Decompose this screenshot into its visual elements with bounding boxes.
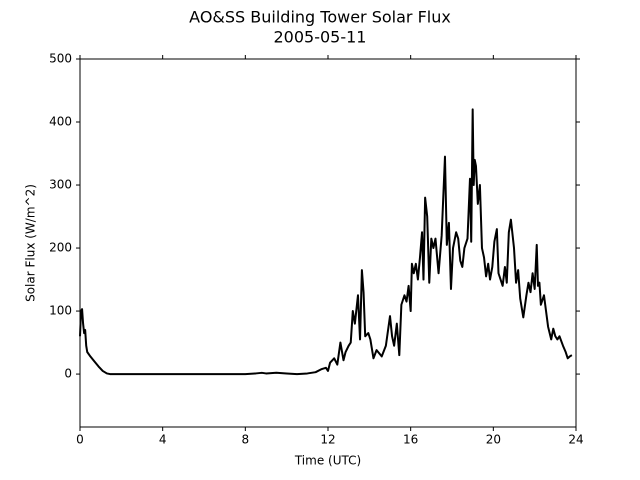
x-tick-label: 24	[568, 433, 583, 447]
y-axis-label: Solar Flux (W/m^2)	[24, 184, 38, 302]
y-tick-label: 300	[49, 178, 72, 192]
y-tick-label: 500	[49, 52, 72, 66]
x-tick-label: 20	[486, 433, 501, 447]
y-tick-label: 100	[49, 304, 72, 318]
y-tick-label: 0	[64, 367, 72, 381]
y-tick-label: 400	[49, 115, 72, 129]
y-tick-label: 200	[49, 241, 72, 255]
x-tick-label: 0	[76, 433, 84, 447]
x-tick-label: 8	[242, 433, 250, 447]
x-tick-label: 16	[403, 433, 418, 447]
x-tick-label: 12	[320, 433, 335, 447]
chart-title: AO&SS Building Tower Solar Flux	[189, 8, 451, 27]
data-line	[79, 108, 573, 376]
chart-subtitle: 2005-05-11	[274, 28, 367, 47]
x-tick-label: 4	[159, 433, 167, 447]
x-axis-label: Time (UTC)	[294, 454, 361, 468]
